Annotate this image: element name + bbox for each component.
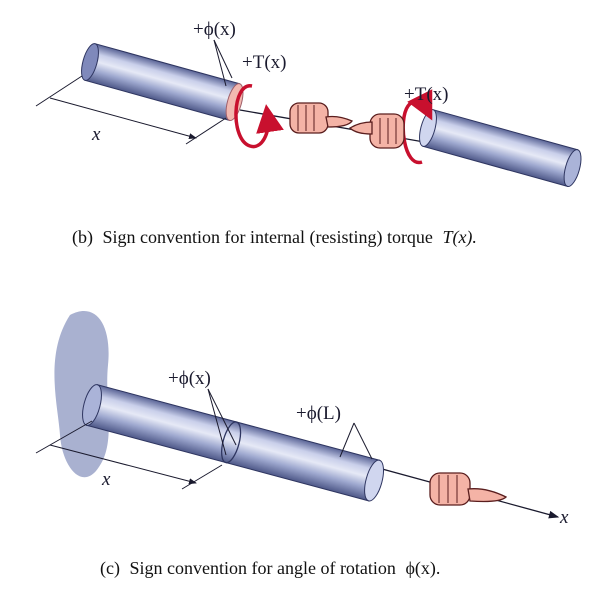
section-ring bbox=[220, 421, 242, 464]
x-dimension-line bbox=[49, 97, 197, 140]
x-label: x bbox=[91, 124, 101, 145]
left-shaft bbox=[81, 43, 244, 122]
caption-b-prefix: (b) bbox=[72, 227, 93, 248]
x-dim-ext-left bbox=[35, 420, 93, 454]
phi-x-label: +ϕ(x) bbox=[168, 368, 211, 389]
figure-c-drawing: x x +ϕ(x) +ϕ(L) (c) Sign conven bbox=[35, 310, 569, 579]
shaft bbox=[82, 384, 384, 502]
x-axis-label: x bbox=[559, 507, 569, 528]
x-dimension-ext-right bbox=[185, 117, 227, 145]
figure-c: x x +ϕ(x) +ϕ(L) (c) Sign conven bbox=[0, 295, 591, 590]
right-hand-left-icon bbox=[289, 102, 353, 134]
fixed-support-wall bbox=[54, 310, 109, 478]
x-dim-line bbox=[49, 444, 197, 485]
figure-b-drawing: x +ϕ(x) +T(x) +T(x) (b) Sign convention … bbox=[35, 19, 582, 248]
torque-arrow-right bbox=[401, 89, 433, 165]
caption-b-text: Sign convention for internal (resisting)… bbox=[103, 227, 433, 248]
x-dim-ext-right bbox=[181, 464, 223, 490]
figure-b: x +ϕ(x) +T(x) +T(x) (b) Sign convention … bbox=[0, 0, 591, 260]
x-dimension-ext-left bbox=[35, 75, 83, 107]
right-hand-icon bbox=[429, 472, 508, 506]
caption-b: (b) Sign convention for internal (resist… bbox=[72, 227, 477, 248]
torque-left-label: +T(x) bbox=[242, 52, 286, 73]
caption-c: (c) Sign convention for angle of rotatio… bbox=[100, 558, 440, 579]
phi-L-label: +ϕ(L) bbox=[296, 403, 341, 424]
caption-c-prefix: (c) bbox=[100, 558, 120, 579]
torque-right-label: +T(x) bbox=[404, 84, 448, 105]
caption-c-text: Sign convention for angle of rotation bbox=[129, 558, 395, 578]
caption-c-symbol: ϕ(x). bbox=[405, 558, 440, 579]
right-shaft bbox=[419, 109, 582, 188]
phi-L-leader-2 bbox=[353, 422, 373, 460]
torque-arrow-left bbox=[234, 84, 284, 149]
phi-x-leader-2 bbox=[207, 388, 237, 446]
right-hand-right-icon bbox=[348, 113, 405, 149]
phi-leader-1 bbox=[213, 39, 227, 87]
caption-b-symbol: T(x). bbox=[442, 227, 477, 248]
phi-leader-2 bbox=[213, 39, 233, 79]
phi-x-label: +ϕ(x) bbox=[193, 19, 236, 40]
phi-x-leader-1 bbox=[207, 388, 227, 456]
phi-L-leader-1 bbox=[339, 422, 355, 458]
x-dim-label: x bbox=[101, 469, 111, 490]
